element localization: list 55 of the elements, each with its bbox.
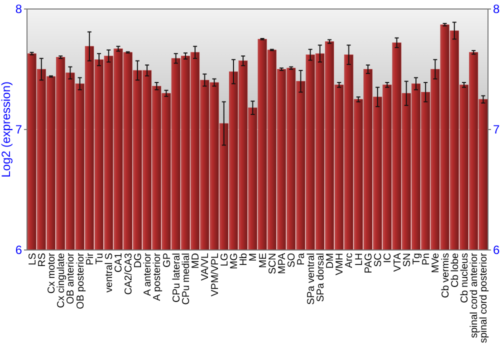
x-tick-label: DM — [325, 253, 336, 269]
x-tick-label: Tu — [94, 253, 106, 264]
x-tick-label: DG — [132, 252, 144, 268]
x-tick-label: Tg — [411, 253, 422, 265]
x-tick-label: SC — [373, 253, 384, 267]
x-tick-label: spinal cord posterior — [478, 252, 490, 344]
x-tick-label: CA1 — [114, 252, 125, 272]
x-tick-label: VMH — [334, 253, 346, 276]
x-tick-label: GP — [162, 252, 173, 268]
x-tick-label: Pir — [84, 252, 96, 266]
x-tick-label: LH — [354, 253, 365, 266]
x-tick-label: ME — [258, 252, 269, 268]
x-tick-label: MPA — [277, 252, 288, 274]
x-tick-label: SCN — [267, 253, 278, 274]
x-tick-label: VA/VL — [200, 252, 212, 281]
x-tick-label: A anterior — [142, 252, 154, 296]
x-tick-label: M — [248, 253, 260, 262]
y-axis-title: Log2 (expression) — [0, 81, 13, 178]
x-tick-label: Cb nucleus — [459, 253, 470, 304]
x-tick-label: MD — [190, 253, 202, 269]
x-tick-label: SN — [402, 253, 413, 267]
x-tick-label: Arc — [344, 253, 356, 268]
x-tick-label: VPM/VPL — [210, 252, 221, 296]
x-tick-label: OB posterior — [75, 252, 86, 310]
x-tick-label: SPa dorsal — [315, 253, 326, 302]
x-tick-label: Hb — [238, 252, 250, 266]
y2-tick-label: 7 — [493, 122, 500, 137]
y-tick-label: 8 — [15, 2, 22, 16]
y2-tick-label: 8 — [493, 2, 500, 16]
x-tick-label: LS — [27, 252, 38, 266]
x-tick-label: RS — [36, 252, 48, 267]
x-tick-label: Pn — [421, 253, 432, 266]
x-tick-label: Cb lobe — [450, 252, 461, 288]
y-tick-label: 7 — [15, 122, 22, 137]
x-tick-label: Pa — [296, 252, 308, 266]
x-tick-label: PAG — [363, 252, 374, 274]
x-tick-label: SO — [286, 252, 298, 268]
x-tick-label: Cx motor — [46, 252, 58, 294]
x-tick-label: IC — [382, 253, 394, 263]
x-tick-label: VTA — [392, 252, 404, 272]
x-tick-label: SPa ventral — [306, 253, 317, 305]
x-tick-label: CPu medial — [180, 253, 192, 305]
x-tick-label: OB anterior — [66, 252, 77, 304]
y-tick-label: 6 — [15, 243, 22, 258]
x-tick-label: spinal cord anterior — [469, 252, 480, 338]
x-tick-label: LG — [219, 252, 230, 266]
x-tick-label: Cb vermis — [440, 253, 452, 298]
x-tick-label: Cx cingulate — [56, 252, 68, 308]
x-tick-label: CA2/CA3 — [123, 252, 134, 295]
x-tick-label: A posterior — [152, 252, 164, 301]
x-tick-label: ventral S — [104, 252, 116, 292]
x-tick-label: MVe — [430, 252, 442, 274]
y2-tick-label: 6 — [493, 243, 500, 258]
x-tick-label: CPu lateral — [171, 253, 182, 302]
x-tick-label: MG — [228, 252, 240, 270]
